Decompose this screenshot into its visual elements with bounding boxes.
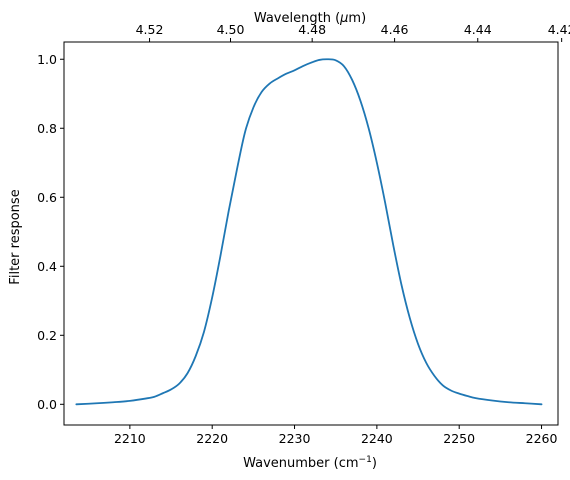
x-tick-label: 2250 xyxy=(443,431,475,446)
y-tick-label: 0.8 xyxy=(37,121,57,136)
y-tick-label: 0.6 xyxy=(37,190,57,205)
top-x-tick-label: 4.50 xyxy=(217,22,245,37)
y-tick-label: 0.2 xyxy=(37,328,57,343)
x-tick-label: 2210 xyxy=(114,431,146,446)
top-x-tick-label: 4.44 xyxy=(464,22,492,37)
top-x-tick-label: 4.42 xyxy=(548,22,570,37)
x-tick-label: 2230 xyxy=(279,431,311,446)
y-axis-title: Filter response xyxy=(8,189,23,284)
x-tick-label: 2260 xyxy=(526,431,558,446)
x-tick-label: 2220 xyxy=(196,431,228,446)
top-axis-title: Wavelength (μm) xyxy=(254,11,366,26)
top-x-tick-label: 4.48 xyxy=(298,22,326,37)
axis-ticks xyxy=(60,38,563,429)
filter-response-line xyxy=(75,58,543,406)
x-axis-title: Wavenumber (cm−1) xyxy=(243,455,377,471)
y-tick-label: 0.0 xyxy=(37,397,57,412)
tick-labels: 2210 2220 2230 2240 2250 2260 0.0 0.2 0.4 0.6 0.8 1… xyxy=(37,22,570,446)
y-tick-label: 1.0 xyxy=(37,52,57,67)
top-x-tick-label: 4.52 xyxy=(136,22,164,37)
x-tick-label: 2240 xyxy=(361,431,393,446)
plot-frame xyxy=(63,41,559,426)
top-x-tick-label: 4.46 xyxy=(381,22,409,37)
y-tick-label: 0.4 xyxy=(37,259,57,274)
